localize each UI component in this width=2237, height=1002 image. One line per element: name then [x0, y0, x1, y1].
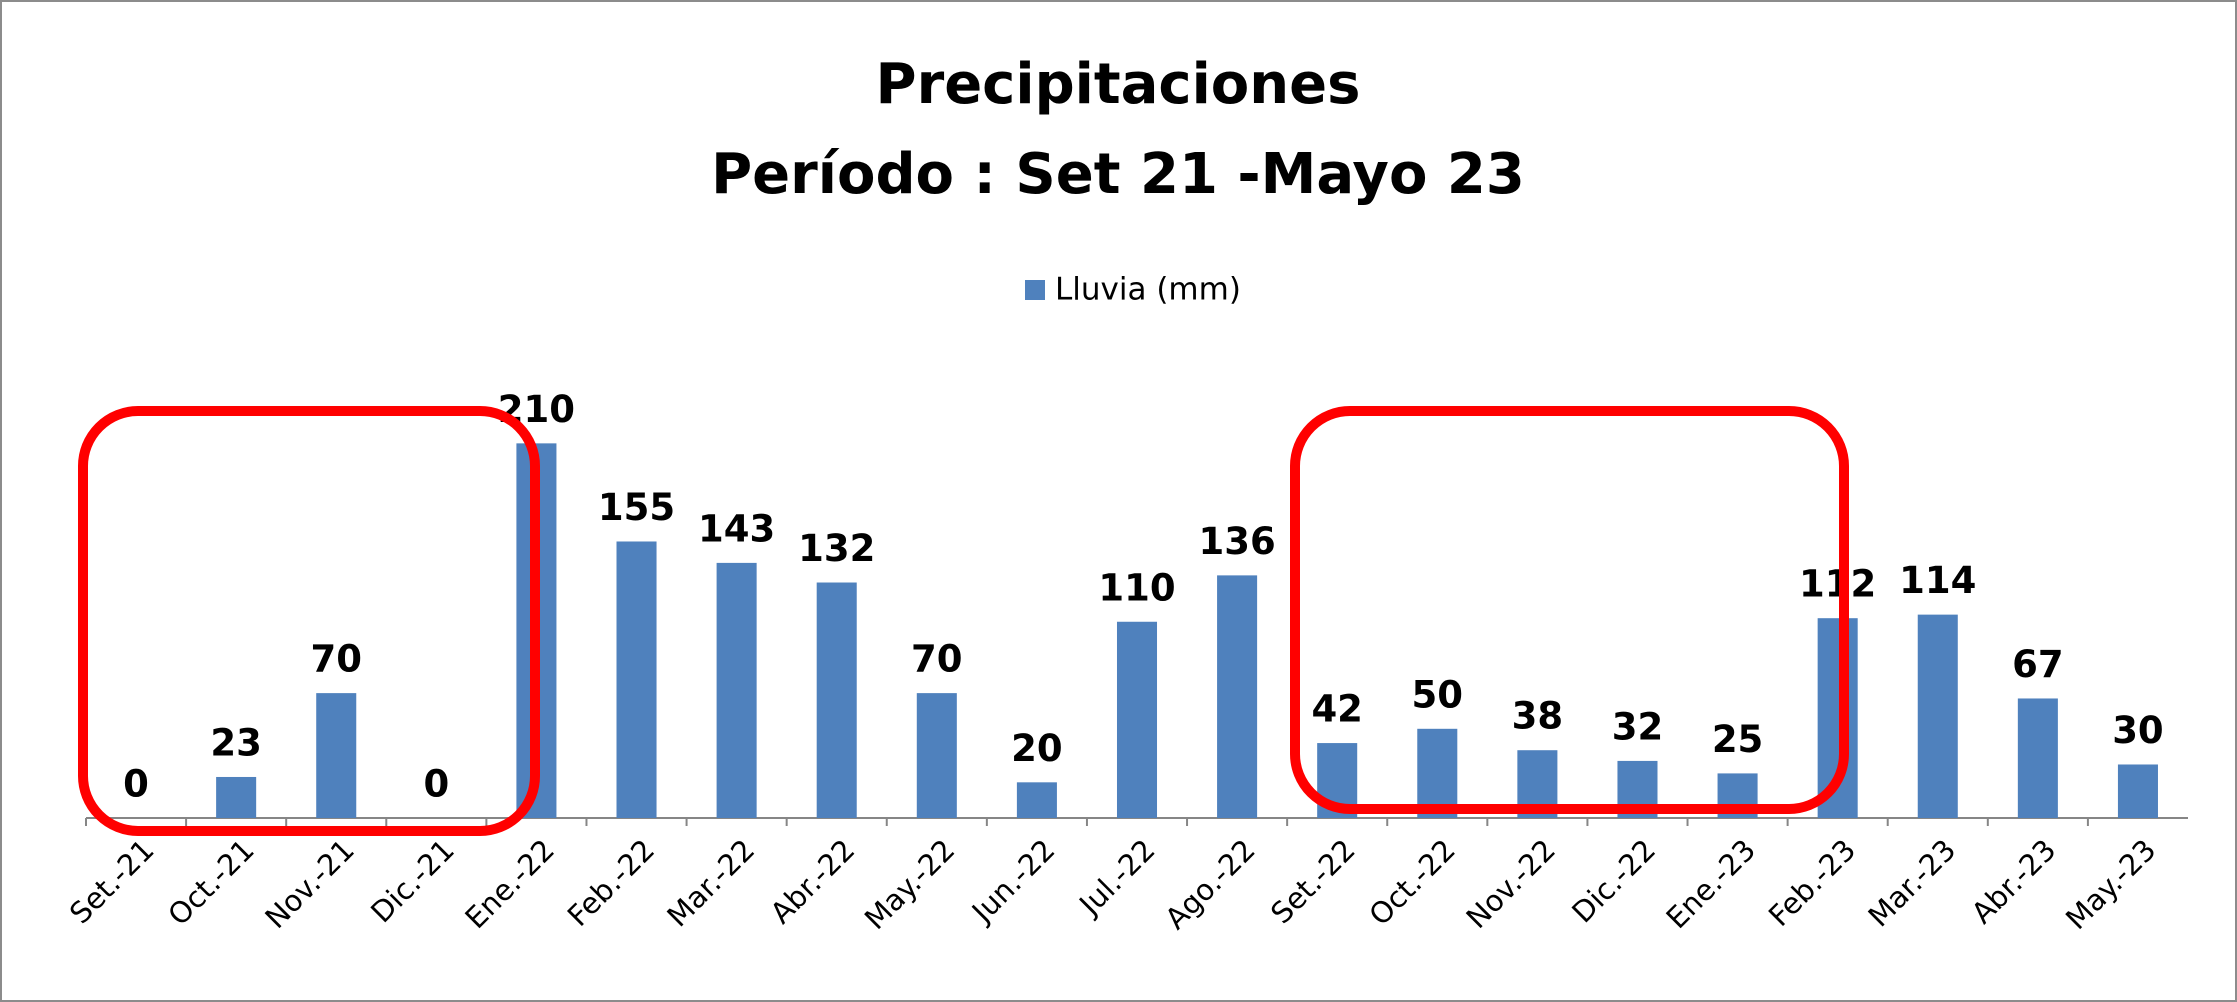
data-label: 155: [598, 486, 675, 529]
highlight-box: [78, 406, 540, 836]
legend-swatch: [1025, 280, 1045, 300]
chart-title: Período : Set 21 -Mayo 23: [711, 142, 1525, 207]
data-label: 38: [1512, 695, 1564, 738]
chart-title: Precipitaciones: [876, 52, 1361, 117]
data-label: 143: [698, 507, 775, 550]
bar: [1016, 782, 1057, 818]
bar: [216, 776, 257, 818]
data-label: 110: [1098, 566, 1175, 609]
data-label: 112: [1799, 563, 1876, 606]
bar: [816, 582, 857, 818]
data-label: 42: [1311, 688, 1363, 731]
data-label: 136: [1198, 520, 1275, 563]
data-label: 70: [310, 638, 362, 681]
bar: [2117, 764, 2158, 818]
bar: [916, 693, 957, 818]
bar: [1417, 728, 1458, 818]
data-label: 32: [1612, 705, 1664, 748]
bar: [316, 693, 357, 818]
bar: [2017, 698, 2058, 818]
data-label: 23: [210, 721, 262, 764]
bar: [1116, 621, 1158, 818]
data-label: 132: [798, 527, 875, 570]
data-label: 114: [1899, 559, 1976, 602]
data-label: 30: [2112, 709, 2164, 752]
legend-label: Lluvia (mm): [1055, 272, 1241, 308]
data-label: 50: [1412, 673, 1464, 716]
bar: [716, 562, 757, 818]
data-label: 25: [1712, 718, 1764, 761]
bar: [616, 541, 657, 818]
bar: [1217, 575, 1258, 818]
data-label: 70: [911, 638, 963, 681]
bar: [1917, 614, 1958, 818]
data-label: 67: [2012, 643, 2064, 686]
highlight-box: [1290, 406, 1849, 814]
highlights: [78, 406, 1849, 836]
data-label: 0: [423, 763, 449, 806]
data-label: 20: [1011, 727, 1063, 770]
data-label: 0: [123, 763, 149, 806]
